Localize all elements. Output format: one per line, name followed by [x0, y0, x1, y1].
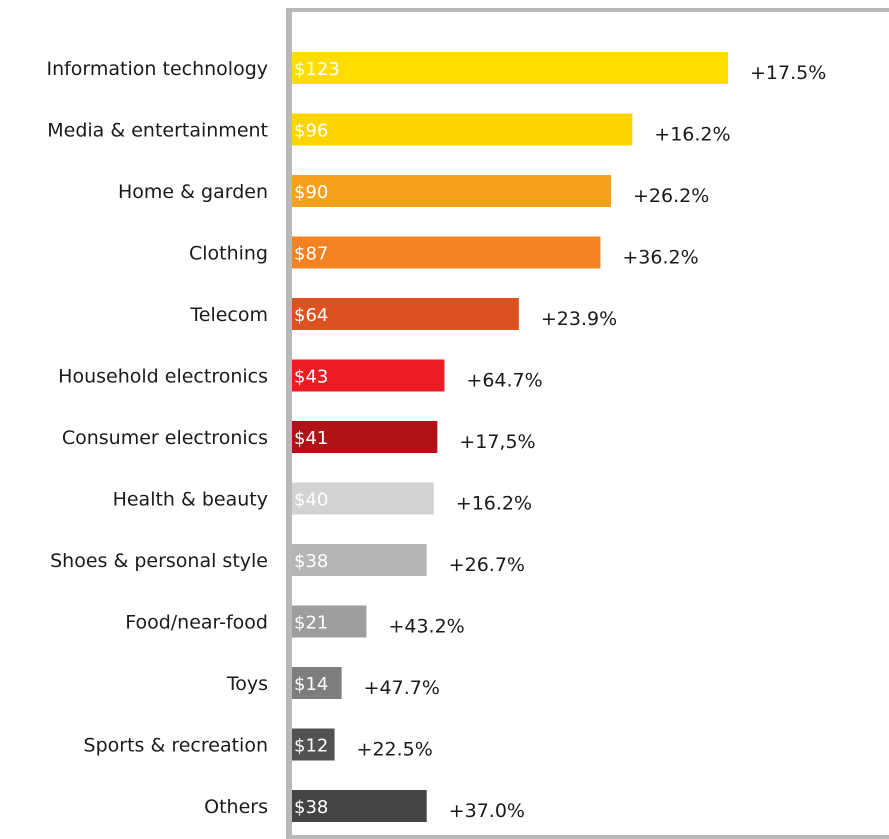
value-label-9: $38 [294, 551, 328, 572]
value-label-7: $41 [294, 428, 328, 449]
category-label-3: Home & garden [118, 181, 268, 203]
bar-2 [292, 113, 633, 146]
value-label-10: $21 [294, 613, 328, 634]
category-label-10: Food/near-food [125, 612, 268, 634]
y-axis-line [286, 8, 292, 839]
bar-4 [292, 236, 601, 269]
change-label-10: +43.2% [388, 616, 464, 638]
value-label-6: $43 [294, 367, 328, 388]
category-label-8: Health & beauty [113, 489, 268, 511]
bar-12 [292, 728, 335, 761]
value-label-3: $90 [294, 182, 328, 203]
bar-8 [292, 482, 434, 515]
change-label-3: +26.2% [633, 185, 709, 207]
top-border-line [286, 8, 889, 12]
category-label-1: Information technology [46, 58, 268, 80]
bar-1 [292, 52, 728, 84]
bar-3 [292, 175, 612, 207]
bar-11 [292, 667, 342, 699]
change-label-7: +17,5% [459, 431, 535, 453]
value-label-12: $12 [294, 736, 328, 757]
bar-13 [292, 790, 427, 822]
category-label-12: Sports & recreation [84, 735, 268, 757]
labels-group: Information technology $123 +17.5% Media & … [46, 58, 826, 822]
change-label-2: +16.2% [654, 124, 730, 146]
value-label-13: $38 [294, 797, 328, 818]
value-label-5: $64 [294, 305, 328, 326]
category-label-4: Clothing [189, 243, 268, 265]
value-label-11: $14 [294, 674, 328, 695]
bar-10 [292, 605, 367, 638]
change-label-1: +17.5% [750, 62, 826, 84]
change-label-8: +16.2% [456, 493, 532, 515]
value-label-2: $96 [294, 121, 328, 142]
bottom-border-line [286, 835, 889, 839]
category-label-13: Others [204, 796, 268, 818]
category-label-6: Household electronics [58, 366, 268, 388]
value-label-1: $123 [294, 59, 340, 80]
change-label-11: +47.7% [364, 677, 440, 699]
bars-group [292, 52, 728, 822]
value-label-4: $87 [294, 244, 328, 265]
bar-5 [292, 298, 519, 330]
category-label-11: Toys [226, 673, 268, 695]
bar-7 [292, 421, 438, 453]
change-label-4: +36.2% [622, 247, 698, 269]
change-label-6: +64.7% [466, 370, 542, 392]
bar-9 [292, 544, 427, 576]
category-label-9: Shoes & personal style [50, 550, 268, 572]
category-label-2: Media & entertainment [47, 120, 268, 142]
change-label-13: +37.0% [449, 800, 525, 822]
change-label-5: +23.9% [541, 308, 617, 330]
bar-6 [292, 359, 445, 392]
value-label-8: $40 [294, 490, 328, 511]
category-label-7: Consumer electronics [62, 427, 268, 449]
change-label-9: +26.7% [449, 554, 525, 576]
category-label-5: Telecom [189, 304, 268, 326]
chart-frame [286, 8, 889, 839]
change-label-12: +22.5% [357, 739, 433, 761]
